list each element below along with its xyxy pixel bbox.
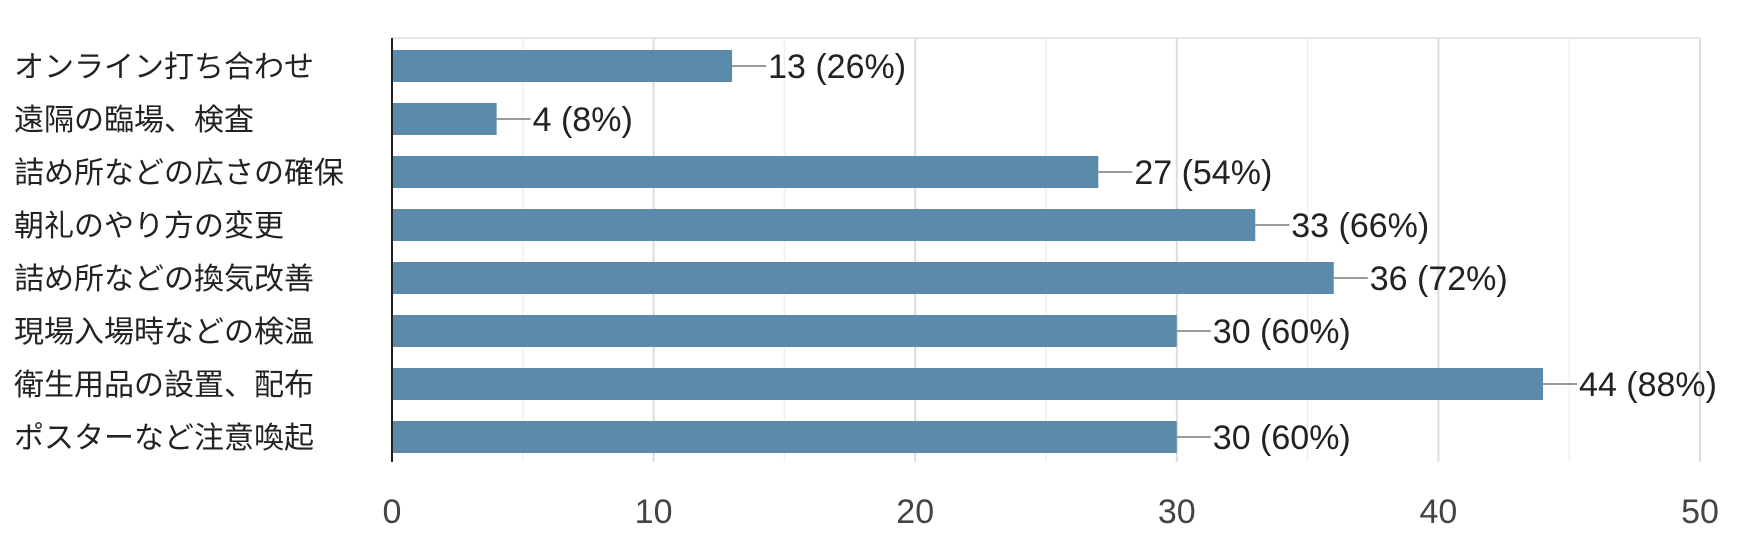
value-label: 4 (8%) [533, 101, 633, 139]
bar [392, 50, 733, 82]
value-label: 44 (88%) [1579, 366, 1717, 404]
bar [392, 103, 497, 135]
x-tick-label: 30 [1158, 493, 1196, 531]
bars [392, 50, 1544, 453]
value-label: 13 (26%) [768, 48, 906, 86]
x-tick-label: 20 [896, 493, 934, 531]
x-tick-labels: 0 10 20 30 40 50 [383, 493, 1719, 531]
category-label: 詰め所などの広さの確保 [14, 156, 344, 191]
category-label: 現場入場時などの検温 [14, 315, 314, 350]
category-label: 遠隔の臨場、検査 [14, 103, 254, 138]
bar [392, 368, 1544, 400]
x-tick-label: 0 [383, 493, 402, 531]
category-label: 衛生用品の設置、配布 [14, 368, 314, 403]
bar [392, 315, 1177, 347]
bar [392, 262, 1334, 294]
x-tick-label: 10 [635, 493, 673, 531]
category-label: オンライン打ち合わせ [14, 50, 314, 85]
category-label: ポスターなど注意喚起 [14, 421, 314, 456]
grid-lines [392, 37, 1701, 462]
category-label: 朝礼のやり方の変更 [14, 209, 284, 244]
x-tick-label: 40 [1419, 493, 1457, 531]
value-labels: 13 (26%) 4 (8%) 27 (54%) 33 (66%) 36 (72%) 30… [496, 48, 1717, 457]
value-label: 36 (72%) [1370, 260, 1508, 298]
value-label: 30 (60%) [1213, 313, 1351, 351]
value-label: 30 (60%) [1213, 419, 1351, 457]
value-label: 33 (66%) [1291, 207, 1429, 245]
bar [392, 209, 1256, 241]
bar [392, 156, 1099, 188]
value-label: 27 (54%) [1134, 154, 1272, 192]
category-labels: オンライン打ち合わせ遠隔の臨場、検査詰め所などの広さの確保朝礼のやり方の変更詰め… [14, 50, 344, 456]
category-label: 詰め所などの換気改善 [14, 262, 314, 297]
x-tick-label: 50 [1681, 493, 1719, 531]
bar [392, 421, 1177, 453]
